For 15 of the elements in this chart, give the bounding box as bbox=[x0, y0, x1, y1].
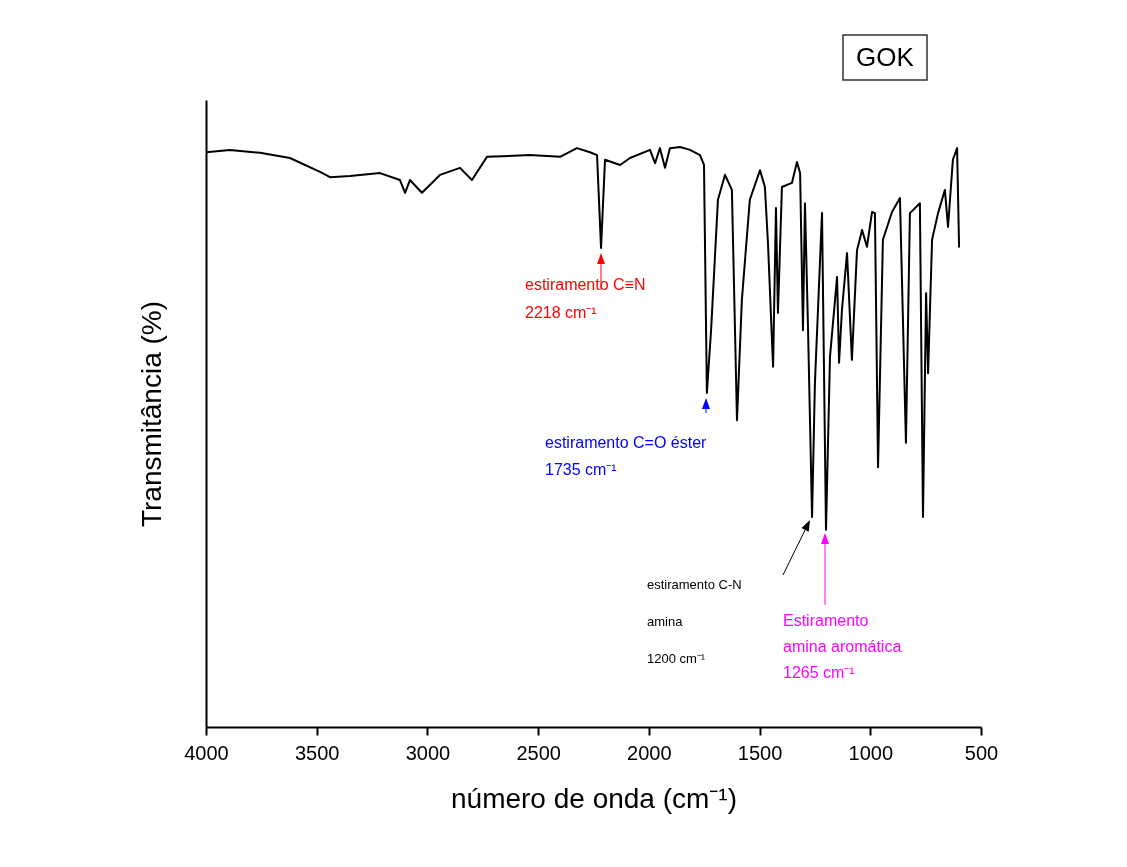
y-axis-title: Transmitância (%) bbox=[135, 300, 167, 528]
annotation: estiramento C≡N 2218 cm⁻¹ bbox=[525, 276, 646, 321]
x-axis-title: número de onda (cm⁻¹) bbox=[450, 782, 738, 814]
annotation: estiramento C=O éster 1735 cm⁻¹ bbox=[545, 434, 708, 478]
x-tick-label: 2000 bbox=[627, 741, 672, 764]
annotation: Estiramento amina aromática 1265 cm⁻¹ bbox=[783, 612, 902, 681]
x-tick-label: 1000 bbox=[848, 741, 894, 764]
x-tick-label: 4000 bbox=[184, 741, 229, 764]
x-tick-label: 500 bbox=[964, 741, 999, 764]
chart-title: GOK bbox=[856, 42, 915, 72]
x-tick-label: 3500 bbox=[294, 741, 340, 764]
x-tick-label: 1500 bbox=[737, 741, 783, 764]
text: estiramento C-N amina 1200 cm⁻¹ bbox=[647, 577, 742, 666]
x-tick-label: 3000 bbox=[405, 741, 451, 764]
x-tick-label: 2500 bbox=[516, 741, 561, 764]
